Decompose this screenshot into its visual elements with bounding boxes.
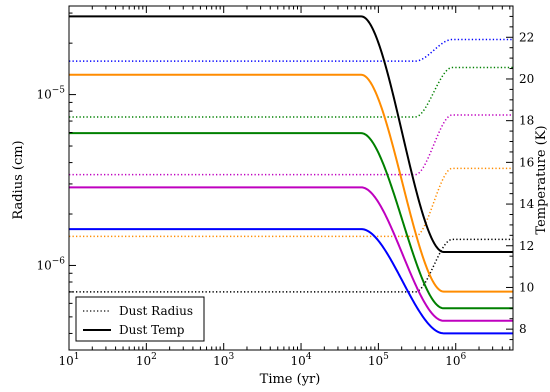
legend: Dust Radius Dust Temp [75,296,205,342]
y-right-tick-label: 18 [519,114,534,128]
x-tick-label: 101 [58,352,79,368]
x-tick-label: 102 [136,352,157,368]
y-right-tick-label: 16 [519,155,534,169]
x-tick-label: 105 [368,352,389,368]
temp-line-5 [69,15,513,254]
temp-line-9 [69,228,513,335]
radius-line-4 [69,38,513,62]
legend-box [75,296,205,342]
x-axis-title: Time (yr) [260,372,321,387]
y-right-tick-label: 8 [519,322,527,336]
plot-frame [68,5,514,351]
legend-label-dust-temp: Dust Temp [119,323,185,337]
x-tick-label: 103 [213,352,234,368]
y-left-tick-label: 10−5 [36,86,65,102]
y-right-tick-label: 20 [519,72,534,86]
radius-line-3 [69,66,513,118]
right-y-axis-title: Temperature (K) [534,125,549,234]
left-y-axis-title: Radius (cm) [11,140,26,219]
x-tick-label: 106 [445,352,466,368]
axes: 101 102 103 104 105 106 10−6 10−5 8 10 12 14 16 18 20 2… [36,5,535,368]
radius-line-2 [69,114,513,176]
y-right-tick-label: 10 [519,280,534,294]
temp-line-7 [69,132,513,310]
radius-line-1 [69,167,513,238]
radius-line-0 [69,238,513,293]
y-right-tick-label: 12 [519,239,534,253]
plot-area [69,15,513,335]
y-left-tick-label: 10−6 [36,256,65,272]
legend-label-dust-radius: Dust Radius [119,304,193,318]
y-right-tick-label: 22 [519,30,534,44]
temp-line-8 [69,186,513,322]
temp-line-6 [69,73,513,293]
x-tick-label: 104 [291,352,312,368]
y-right-tick-label: 14 [519,197,535,211]
